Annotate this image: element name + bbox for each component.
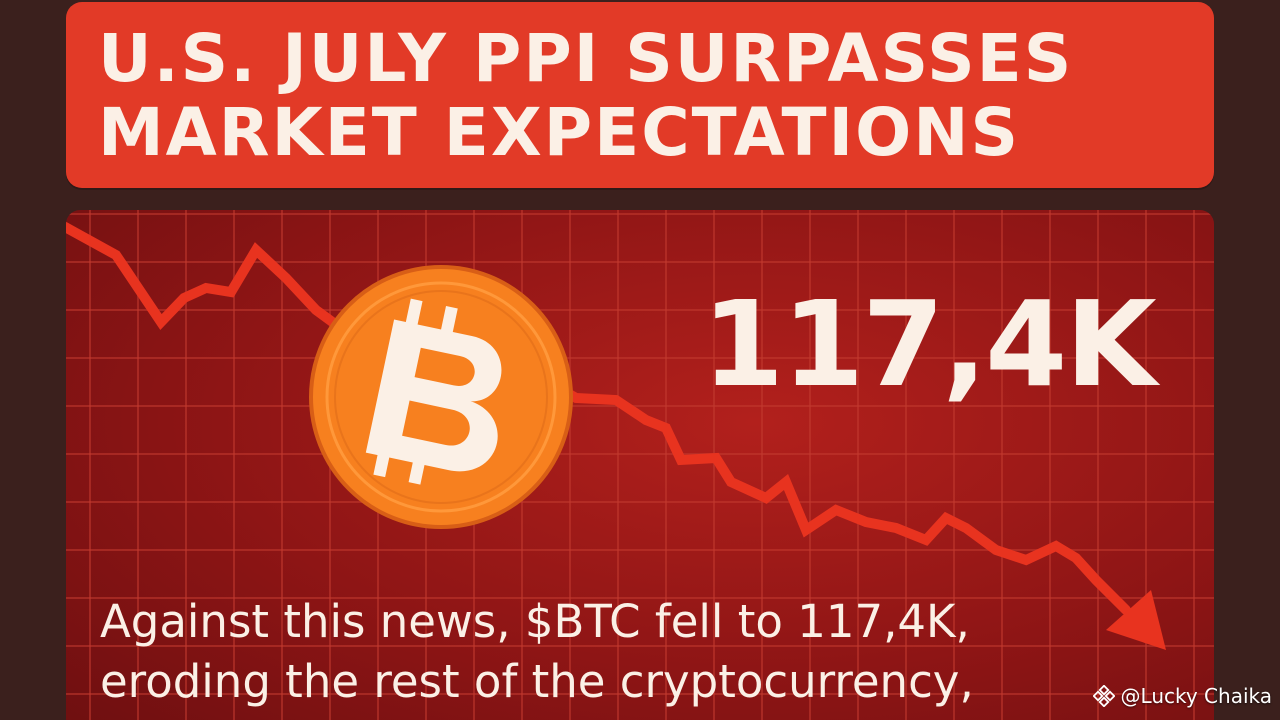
bitcoin-coin bbox=[309, 265, 573, 529]
author-handle[interactable]: @Lucky Chaika bbox=[1120, 684, 1272, 708]
trend-chart bbox=[66, 221, 1166, 650]
price-value: 117,4K bbox=[702, 275, 1157, 413]
chart-panel: 117,4K Against this news, $BTC fell to 1… bbox=[66, 210, 1214, 720]
binance-icon bbox=[1092, 685, 1115, 707]
headline-banner: U.S. JULY PPI SURPASSES MARKET EXPECTATI… bbox=[66, 2, 1214, 188]
news-text: Against this news, $BTC fell to 117,4K, … bbox=[100, 595, 974, 708]
downtrend-arrowhead bbox=[1106, 590, 1166, 650]
chart-grid bbox=[66, 210, 1214, 720]
downtrend-line bbox=[66, 221, 1131, 615]
author-watermark: @Lucky Chaika bbox=[1092, 680, 1272, 712]
headline-line-1: U.S. JULY PPI SURPASSES bbox=[98, 20, 1074, 97]
bitcoin-icon bbox=[365, 298, 502, 485]
price-chart bbox=[66, 210, 1214, 720]
headline-line-2: MARKET EXPECTATIONS bbox=[98, 94, 1020, 171]
